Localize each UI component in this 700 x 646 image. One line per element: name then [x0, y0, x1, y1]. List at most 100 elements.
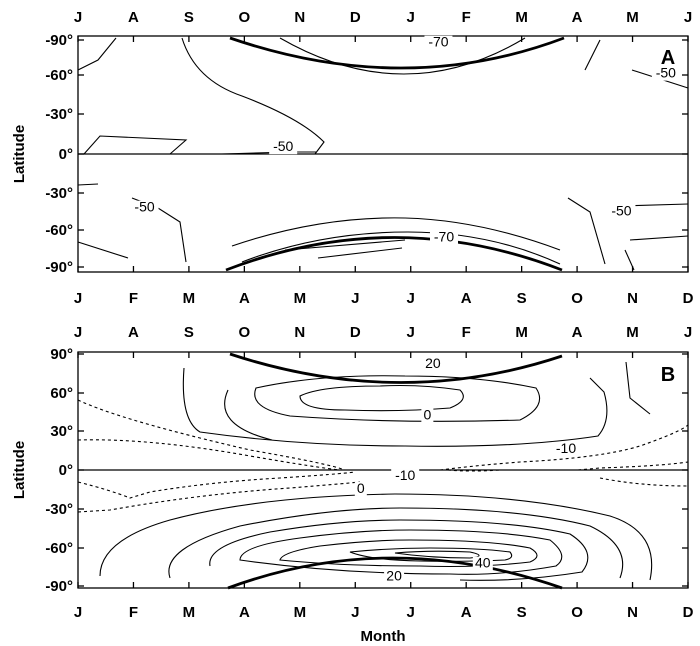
latitude-tick-label: -30° [45, 185, 73, 202]
contour-label-background [552, 441, 580, 456]
panel-b-letter: B [661, 364, 675, 386]
contour-label: -50 [134, 199, 154, 215]
contour-label: -50 [611, 203, 631, 219]
latitude-tick-label: -30° [45, 106, 73, 123]
panel-b-contour-line [349, 547, 513, 562]
panel-b-contour-dashed [77, 439, 341, 471]
month-tick-label: M [183, 290, 196, 307]
month-tick-label: J [351, 290, 359, 307]
panel-a-contour-line [77, 37, 117, 71]
contour-label: -10 [395, 467, 415, 483]
month-tick-label: N [294, 9, 305, 26]
month-tick-label: M [183, 604, 196, 621]
month-tick-label: A [128, 324, 139, 341]
contour-label-background [422, 356, 443, 371]
panel-b-contour-dashed [577, 461, 689, 471]
contour-label: 0 [357, 480, 365, 496]
panel-b-contour-line [625, 361, 651, 415]
month-tick-label: N [627, 604, 638, 621]
panel-b-contour-dashed [599, 477, 689, 487]
month-tick-label: S [517, 604, 527, 621]
panel-b-contour-dashed [439, 424, 689, 471]
contour-label: 20 [386, 568, 402, 584]
panel-b-contour-dashed [77, 481, 361, 513]
panel-a-contour-line [317, 247, 403, 259]
panel-a-contour-labels: -70 -50 -50 -50 -70 -50 [130, 34, 680, 245]
month-tick-label: O [571, 604, 583, 621]
contour-label: -50 [273, 138, 293, 154]
month-tick-label: O [571, 290, 583, 307]
contour-label-background [354, 481, 367, 496]
latitude-tick-label: -60° [45, 540, 73, 557]
panel-a-contour-line [77, 183, 99, 186]
panel-b-contour-labels: 20 0 -10 -10 0 40 20 [354, 355, 580, 584]
panel-b: J A S O N D J F M A M J J F M A M J J A S O N D 90° 60° 30° 0° -30… [11, 324, 694, 645]
month-tick-label: M [294, 290, 307, 307]
month-tick-label: F [129, 290, 138, 307]
month-tick-label: J [407, 9, 415, 26]
month-tick-label: M [626, 9, 639, 26]
month-tick-label: A [461, 290, 472, 307]
month-tick-label: F [462, 9, 471, 26]
latitude-tick-label: 90° [50, 346, 73, 363]
latitude-tick-label: -90° [45, 259, 73, 276]
contour-label-background [472, 556, 493, 571]
panel-b-ylabel: Latitude [11, 441, 28, 499]
month-tick-label: J [684, 324, 692, 341]
month-tick-label: A [239, 290, 250, 307]
month-tick-label: M [515, 9, 528, 26]
panel-b-contour-line [168, 507, 624, 579]
panel-b-contour-line [394, 550, 480, 559]
panel-b-xlabel: Month [361, 628, 406, 645]
contour-label: 0 [423, 406, 431, 422]
panel-a-contour-line [181, 37, 325, 155]
contour-label: 40 [475, 555, 491, 571]
panel-a-contour-line [584, 39, 601, 71]
panel-a-contour-line [77, 241, 129, 259]
contour-label: -10 [556, 440, 576, 456]
panel-a-contour-line [629, 235, 689, 241]
latitude-tick-label: -30° [45, 501, 73, 518]
panel-a-contour-line [279, 37, 526, 75]
panel-b-contour-line [99, 493, 653, 581]
month-tick-label: J [74, 324, 82, 341]
latitude-tick-label: 60° [50, 385, 73, 402]
month-tick-label: A [572, 324, 583, 341]
panel-a-contour-line [83, 135, 188, 155]
month-tick-label: F [462, 324, 471, 341]
month-tick-label: J [407, 290, 415, 307]
contour-label: -70 [428, 34, 448, 50]
month-tick-label: M [515, 324, 528, 341]
panel-b-contour-line [254, 375, 541, 422]
month-tick-label: D [350, 324, 361, 341]
panel-a-contour-thick [225, 236, 563, 272]
panel-a-contour-line [624, 249, 635, 271]
latitude-tick-label: -60° [45, 67, 73, 84]
contour-label-background [421, 408, 434, 423]
month-tick-label: O [239, 9, 251, 26]
month-tick-label: N [294, 324, 305, 341]
panel-b-contour-line [299, 384, 464, 412]
latitude-tick-label: -60° [45, 222, 73, 239]
month-tick-label: D [350, 9, 361, 26]
month-tick-label: M [294, 604, 307, 621]
panel-b-contour-dashed [77, 399, 346, 471]
month-tick-label: A [239, 604, 250, 621]
latitude-tick-label: 0° [59, 146, 73, 163]
panel-a-latitude-ticks: -90° -60° -30° 0° -30° -60° -90° [45, 32, 688, 276]
month-tick-label: A [128, 9, 139, 26]
panel-b-contour-line [209, 519, 589, 581]
panel-a: J A S O N D J F M A M J J F M A M J J A S O N D -90° -60° -30° 0°… [11, 9, 694, 307]
panel-a-ylabel: Latitude [11, 125, 28, 183]
panel-b-contour-line [224, 389, 273, 441]
contour-label-background [607, 204, 636, 219]
panel-a-contour-line [231, 217, 561, 251]
month-tick-label: S [184, 324, 194, 341]
month-tick-label: J [351, 604, 359, 621]
month-tick-label: J [74, 604, 82, 621]
